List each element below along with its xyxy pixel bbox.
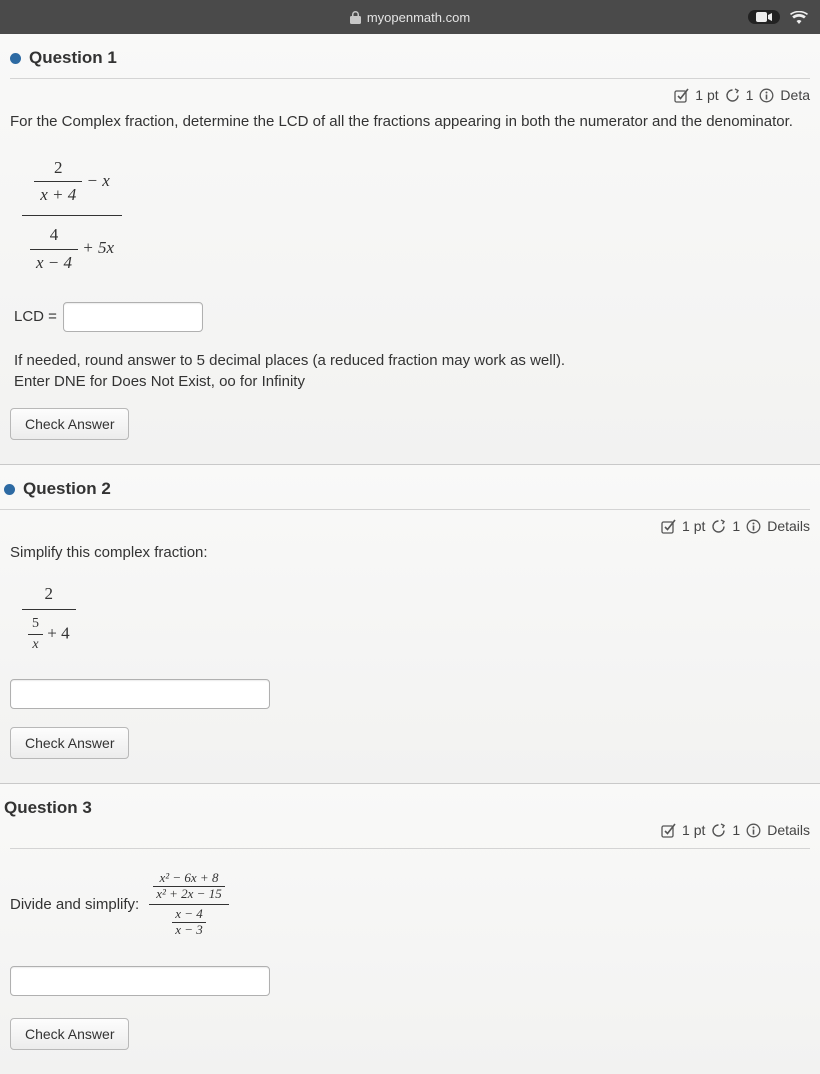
details-link[interactable]: Deta xyxy=(780,87,810,103)
question-3-title: Question 3 xyxy=(4,798,92,818)
q1-bot-tail: + 5x xyxy=(82,238,114,257)
retry-count: 1 xyxy=(732,822,740,838)
browser-status-bar: myopenmath.com xyxy=(0,0,820,34)
q3-check-answer-button[interactable]: Check Answer xyxy=(10,1018,129,1050)
question-3-header: Question 3 xyxy=(0,798,810,822)
points-text: 1 pt xyxy=(682,518,705,534)
question-3-body: Divide and simplify: x² − 6x + 8 x² + 2x… xyxy=(10,869,810,1050)
retry-icon xyxy=(725,88,740,103)
q1-hint: If needed, round answer to 5 decimal pla… xyxy=(14,350,810,392)
question-3: Question 3 1 pt 1 Details Divide and sim… xyxy=(0,784,820,1074)
question-3-prompt: Divide and simplify: xyxy=(10,894,139,916)
q3-bot-num: x − 4 xyxy=(175,906,203,921)
lock-icon xyxy=(350,11,361,24)
q1-top-num: 2 xyxy=(34,155,82,183)
info-icon xyxy=(746,519,761,534)
q2-check-answer-button[interactable]: Check Answer xyxy=(10,727,129,759)
question-2-prompt: Simplify this complex fraction: xyxy=(10,542,810,564)
q1-bot-den: x − 4 xyxy=(36,253,72,272)
question-1: Question 1 1 pt 1 Deta For the Complex f… xyxy=(0,34,820,465)
q1-hint-line1: If needed, round answer to 5 decimal pla… xyxy=(14,350,810,371)
q2-bot-tail: + 4 xyxy=(47,623,69,642)
retry-count: 1 xyxy=(732,518,740,534)
lcd-label: LCD = xyxy=(14,306,57,328)
retry-count: 1 xyxy=(746,87,754,103)
q3-top-den: x² + 2x − 15 xyxy=(156,886,221,901)
camera-pill xyxy=(748,10,780,24)
question-1-header: Question 1 xyxy=(10,48,810,79)
q2-bot-fden: x xyxy=(32,637,38,652)
q2-bot-fnum: 5 xyxy=(28,614,43,635)
details-link[interactable]: Details xyxy=(767,822,810,838)
points-text: 1 pt xyxy=(682,822,705,838)
question-2-expression: 2 5 x + 4 xyxy=(22,580,810,659)
status-right xyxy=(748,10,808,24)
question-1-meta: 1 pt 1 Deta xyxy=(10,87,810,103)
q3-top-num: x² − 6x + 8 xyxy=(159,870,218,885)
question-2-body: Simplify this complex fraction: 2 5 x + … xyxy=(10,542,810,759)
q2-answer-input[interactable] xyxy=(10,679,270,709)
q1-answer-input[interactable] xyxy=(63,302,203,332)
q3-bot-den: x − 3 xyxy=(175,922,203,937)
question-3-meta: 1 pt 1 Details xyxy=(10,822,810,849)
wifi-icon xyxy=(790,11,808,24)
q1-top-den: x + 4 xyxy=(40,185,76,204)
question-1-expression: 2 x + 4 − x 4 x − 4 + 5x xyxy=(22,149,810,283)
url-text: myopenmath.com xyxy=(367,10,470,25)
question-1-title: Question 1 xyxy=(29,48,117,68)
question-2: Question 2 1 pt 1 Details Simplify this … xyxy=(0,465,820,784)
question-2-header: Question 2 xyxy=(0,479,810,510)
q1-check-answer-button[interactable]: Check Answer xyxy=(10,408,129,440)
retry-icon xyxy=(711,519,726,534)
retry-icon xyxy=(711,823,726,838)
question-2-title: Question 2 xyxy=(23,479,111,499)
q1-hint-line2: Enter DNE for Does Not Exist, oo for Inf… xyxy=(14,371,810,392)
question-1-body: For the Complex fraction, determine the … xyxy=(10,111,810,440)
check-icon xyxy=(674,88,689,103)
question-1-prompt: For the Complex fraction, determine the … xyxy=(10,111,810,133)
question-status-dot xyxy=(10,53,21,64)
info-icon xyxy=(746,823,761,838)
question-3-expression: x² − 6x + 8 x² + 2x − 15 x − 4 x − 3 xyxy=(149,869,228,940)
page-content: Question 1 1 pt 1 Deta For the Complex f… xyxy=(0,34,820,1074)
q1-bot-num: 4 xyxy=(30,222,78,250)
points-text: 1 pt xyxy=(695,87,718,103)
check-icon xyxy=(661,823,676,838)
question-status-dot xyxy=(4,484,15,495)
q2-top: 2 xyxy=(22,580,76,610)
info-icon xyxy=(759,88,774,103)
q1-answer-row: LCD = xyxy=(14,302,810,332)
q3-answer-input[interactable] xyxy=(10,966,270,996)
check-icon xyxy=(661,519,676,534)
question-2-meta: 1 pt 1 Details xyxy=(10,518,810,534)
details-link[interactable]: Details xyxy=(767,518,810,534)
q1-top-tail: − x xyxy=(87,171,110,190)
url-display: myopenmath.com xyxy=(350,10,470,25)
